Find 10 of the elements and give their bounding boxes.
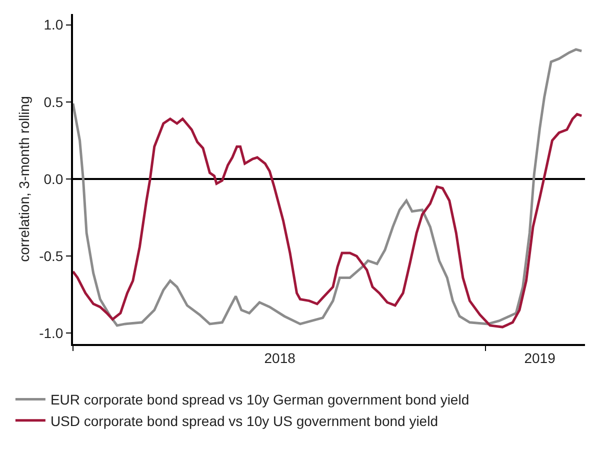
x-tick-label: 2019 [524,350,556,366]
y-tick-label: -1.0 [39,325,64,342]
legend-label: USD corporate bond spread vs 10y US government bond yield [50,412,438,429]
legend-label: EUR corporate bond spread vs 10y German government bond yield [50,392,470,408]
y-tick-label: -0.5 [39,248,64,264]
y-tick-label: 0.0 [44,170,64,187]
y-axis-title: correlation, 3-month rolling [16,96,32,262]
y-tick-label: 0.5 [44,94,64,110]
x-tick-label: 2018 [264,350,296,366]
y-tick-label: 1.0 [44,16,64,33]
